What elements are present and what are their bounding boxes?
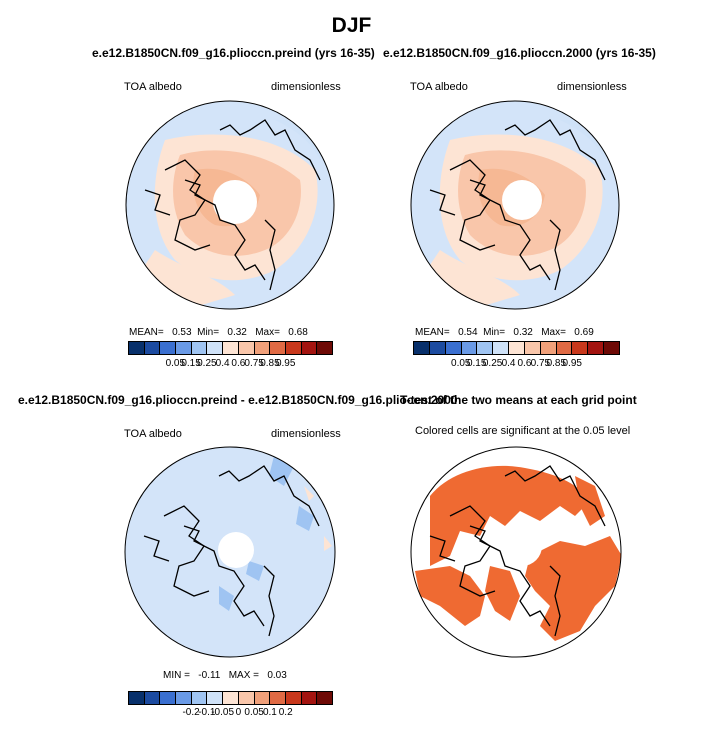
colorbar-tick-label: -0.2 bbox=[182, 707, 200, 718]
colorbar-tick-label: 0.05 bbox=[451, 358, 471, 369]
colorbar-swatch bbox=[270, 692, 286, 704]
colorbar-swatch bbox=[254, 342, 271, 354]
colorbar-tick-label: -0.1 bbox=[198, 707, 216, 718]
variable-label-top-right: TOA albedo bbox=[410, 81, 468, 93]
colorbar-swatch bbox=[223, 692, 239, 704]
colorbar-swatch bbox=[285, 342, 302, 354]
colorbar-swatch bbox=[445, 342, 462, 354]
colorbar-top-right bbox=[413, 341, 620, 355]
colorbar-swatch bbox=[524, 342, 541, 354]
colorbar-swatch bbox=[285, 692, 302, 704]
colorbar-tick-label: 0 bbox=[235, 707, 242, 718]
stats-top-left: MEAN= 0.53 Min= 0.32 Max= 0.68 bbox=[129, 327, 308, 338]
units-label-bottom-left: dimensionless bbox=[271, 428, 341, 440]
colorbar-swatch bbox=[176, 692, 192, 704]
colorbar-swatch bbox=[429, 342, 446, 354]
colorbar-tick-label: 0.6 bbox=[517, 358, 532, 369]
colorbar-tick-label: 0.25 bbox=[482, 358, 503, 369]
colorbar-swatch bbox=[160, 692, 177, 704]
panel-title-bottom-right: T-test of the two means at each grid poi… bbox=[400, 393, 637, 407]
colorbar-swatch bbox=[604, 342, 619, 354]
stats-top-right: MEAN= 0.54 Min= 0.32 Max= 0.69 bbox=[415, 327, 594, 338]
colorbar-swatch bbox=[588, 342, 605, 354]
colorbar-swatch bbox=[317, 342, 332, 354]
colorbar-swatch bbox=[144, 342, 161, 354]
colorbar-tick-label: 0.05 bbox=[244, 707, 264, 718]
colorbar-swatch bbox=[238, 342, 255, 354]
units-label-top-right: dimensionless bbox=[557, 81, 627, 93]
colorbar-tick-label: 0.1 bbox=[262, 707, 277, 718]
colorbar-swatch bbox=[176, 342, 192, 354]
colorbar-swatch bbox=[270, 342, 286, 354]
colorbar-swatch bbox=[160, 342, 177, 354]
panel-title-top-left: e.e12.B1850CN.f09_g16.plioccn.preind (yr… bbox=[92, 46, 375, 60]
colorbar-swatch bbox=[191, 342, 208, 354]
panel-title-bottom-left: e.e12.B1850CN.f09_g16.plioccn.preind - e… bbox=[18, 393, 458, 407]
colorbar-tick-label: 0.85 bbox=[546, 358, 567, 369]
variable-label-top-left: TOA albedo bbox=[124, 81, 182, 93]
colorbar-tick-label: 0.6 bbox=[231, 358, 246, 369]
colorbar-swatch bbox=[301, 342, 318, 354]
colorbar-swatch bbox=[144, 692, 161, 704]
variable-label-bottom-left: TOA albedo bbox=[124, 428, 182, 440]
colorbar-tick-label: 0.4 bbox=[215, 358, 230, 369]
colorbar-swatch bbox=[509, 342, 525, 354]
colorbar-swatch bbox=[191, 692, 208, 704]
colorbar-swatch bbox=[301, 692, 318, 704]
colorbar-swatch bbox=[317, 692, 332, 704]
colorbar-swatch bbox=[556, 342, 573, 354]
colorbar-swatch bbox=[461, 342, 478, 354]
polar-map-bottom-left bbox=[124, 446, 336, 658]
colorbar-tick-label: 0.25 bbox=[197, 358, 217, 369]
colorbar-tick-label: 0.15 bbox=[466, 358, 487, 369]
colorbar-swatch bbox=[223, 342, 239, 354]
colorbar-swatch bbox=[129, 342, 145, 354]
panel-title-top-right: e.e12.B1850CN.f09_g16.plioccn.2000 (yrs … bbox=[383, 46, 656, 60]
colorbar-tick-label: 0.15 bbox=[181, 358, 201, 369]
colorbar-swatch bbox=[254, 692, 271, 704]
stats-bottom-left: MIN = -0.11 MAX = 0.03 bbox=[163, 670, 287, 681]
colorbar-tick-label: 0.4 bbox=[501, 358, 516, 369]
colorbar-swatch bbox=[414, 342, 430, 354]
colorbar-tick-label: 0.95 bbox=[275, 358, 296, 369]
colorbar-tick-label: 0.85 bbox=[260, 358, 280, 369]
colorbar-top-left bbox=[128, 341, 333, 355]
colorbar-tick-label: 0.75 bbox=[244, 358, 264, 369]
colorbar-swatch bbox=[207, 342, 224, 354]
units-label-top-left: dimensionless bbox=[271, 81, 341, 93]
colorbar-swatch bbox=[207, 692, 224, 704]
polar-map-top-left bbox=[125, 100, 335, 310]
colorbar-bottom-left bbox=[128, 691, 333, 705]
colorbar-tick-label: 0.2 bbox=[278, 707, 293, 718]
colorbar-swatch bbox=[493, 342, 510, 354]
colorbar-swatch bbox=[477, 342, 494, 354]
figure-title: DJF bbox=[331, 14, 372, 37]
colorbar-swatch bbox=[540, 342, 557, 354]
subtitle-bottom-right: Colored cells are significant at the 0.0… bbox=[415, 425, 631, 437]
colorbar-swatch bbox=[129, 692, 145, 704]
colorbar-tick-label: 0.95 bbox=[562, 358, 582, 369]
polar-map-bottom-right bbox=[410, 446, 622, 658]
polar-map-top-right bbox=[410, 100, 620, 310]
colorbar-swatch bbox=[572, 342, 589, 354]
colorbar-tick-label: 0.05 bbox=[165, 358, 186, 369]
colorbar-tick-label: 0.75 bbox=[530, 358, 551, 369]
colorbar-tick-label: -0.05 bbox=[211, 707, 235, 718]
colorbar-swatch bbox=[238, 692, 255, 704]
